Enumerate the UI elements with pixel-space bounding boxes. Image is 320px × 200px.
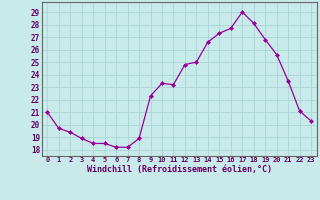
- X-axis label: Windchill (Refroidissement éolien,°C): Windchill (Refroidissement éolien,°C): [87, 165, 272, 174]
